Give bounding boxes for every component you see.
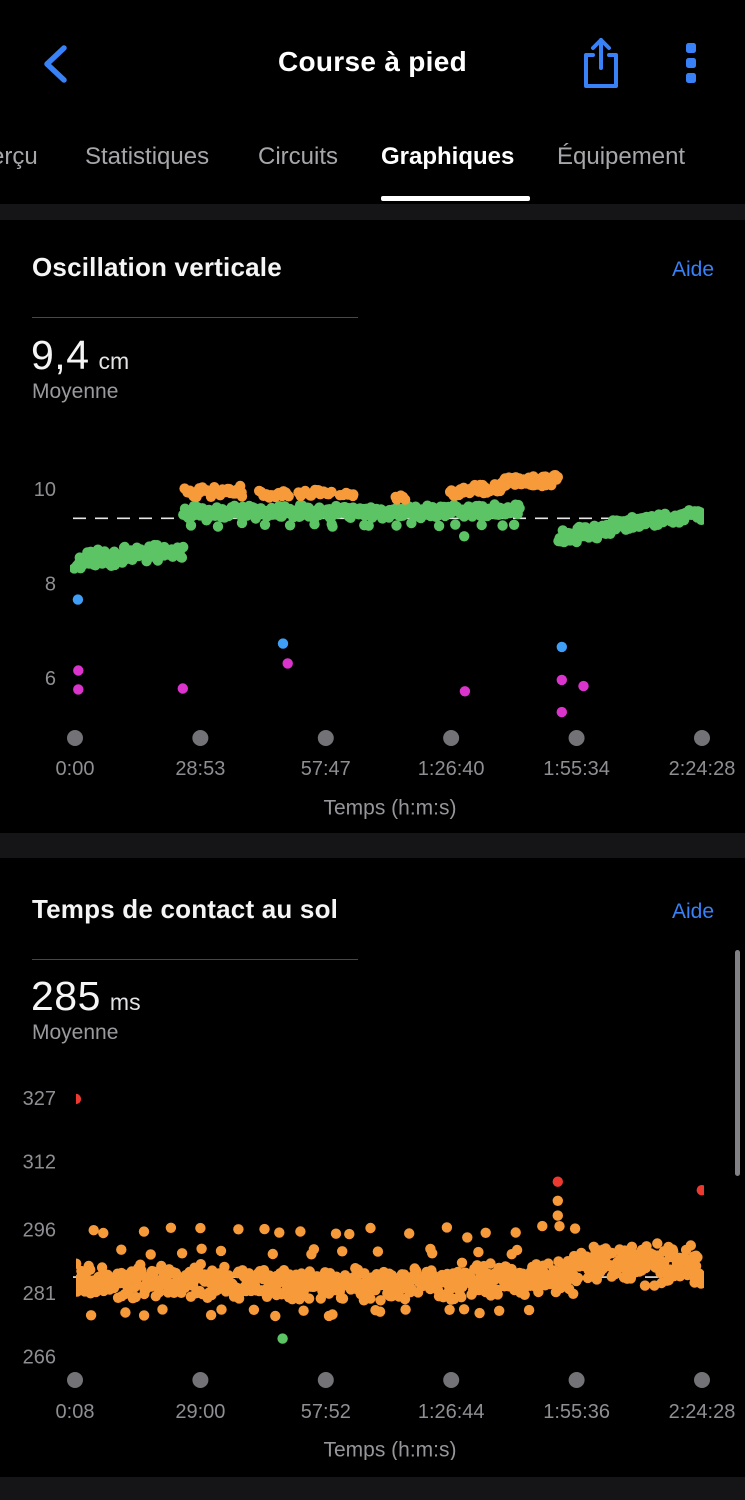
card-title: Temps de contact au sol [32,894,339,924]
tab-bar: erçu Statistiques Circuits Graphiques Éq… [0,130,745,206]
menu-button[interactable] [678,40,704,86]
back-button[interactable] [34,40,80,88]
metric-value: 9,4 [31,332,90,378]
svg-text:Temps (h:m:s): Temps (h:m:s) [323,1439,456,1461]
metric: 9,4 cm [31,332,129,379]
chevron-left-icon [44,45,67,83]
kebab-menu-icon [686,43,696,83]
page-title: Course à pied [277,46,468,77]
section-gap [0,833,745,858]
svg-text:10: 10 [34,479,56,501]
svg-text:1:26:44: 1:26:44 [418,1401,485,1423]
scrollbar-thumb[interactable] [735,950,740,1176]
svg-text:0:08: 0:08 [56,1401,95,1423]
section-gap [0,1477,745,1500]
divider [32,959,358,960]
svg-text:57:47: 57:47 [301,758,351,780]
tab-graphiques[interactable]: Graphiques [381,143,515,170]
svg-text:8: 8 [45,574,56,596]
section-gap [0,204,745,220]
svg-text:281: 281 [23,1283,56,1305]
divider [32,317,358,318]
tab-equipement[interactable]: Équipement [557,143,686,170]
metric-subtitle: Moyenne [32,1021,119,1044]
temps-contact-sol-chart: 327 312 296 281 266 0:08 29:00 57:52 1:26:44 1:55… [23,1088,736,1461]
svg-text:2:24:28: 2:24:28 [669,1401,736,1423]
svg-text:1:26:40: 1:26:40 [418,758,485,780]
help-link[interactable]: Aide [671,258,714,281]
svg-text:296: 296 [23,1219,56,1241]
svg-text:Temps (h:m:s): Temps (h:m:s) [323,797,456,820]
svg-text:327: 327 [23,1088,56,1110]
tab-apercu[interactable]: erçu [0,143,38,170]
metric: 285 ms [31,973,141,1020]
card-oscillation-verticale: Oscillation verticale Aide 9,4 cm Moyenn… [0,220,745,833]
svg-text:29:00: 29:00 [175,1401,225,1423]
tab-statistiques[interactable]: Statistiques [85,143,210,170]
svg-text:266: 266 [23,1347,56,1369]
active-tab-underline [381,196,530,201]
card-temps-contact-sol: Temps de contact au sol Aide 285 ms Moye… [0,858,745,1477]
card-title: Oscillation verticale [32,252,282,282]
svg-text:1:55:34: 1:55:34 [543,758,610,780]
app-header: Course à pied [0,0,745,130]
share-icon [584,38,618,88]
metric-unit: ms [109,989,141,1015]
svg-text:312: 312 [23,1152,56,1174]
oscillation-verticale-chart: 10 8 6 0:00 28:53 57:47 1:26:40 1:55:34 2:24:28 T… [34,470,736,820]
svg-text:6: 6 [45,668,56,690]
share-button[interactable] [578,36,624,90]
help-link[interactable]: Aide [671,900,714,923]
svg-text:2:24:28: 2:24:28 [669,758,736,780]
svg-text:28:53: 28:53 [175,758,225,780]
metric-unit: cm [98,348,130,374]
svg-text:0:00: 0:00 [56,758,95,780]
svg-text:57:52: 57:52 [301,1401,351,1423]
metric-value: 285 [31,973,101,1019]
metric-subtitle: Moyenne [32,380,119,403]
tab-circuits[interactable]: Circuits [258,143,339,170]
svg-text:1:55:36: 1:55:36 [543,1401,610,1423]
